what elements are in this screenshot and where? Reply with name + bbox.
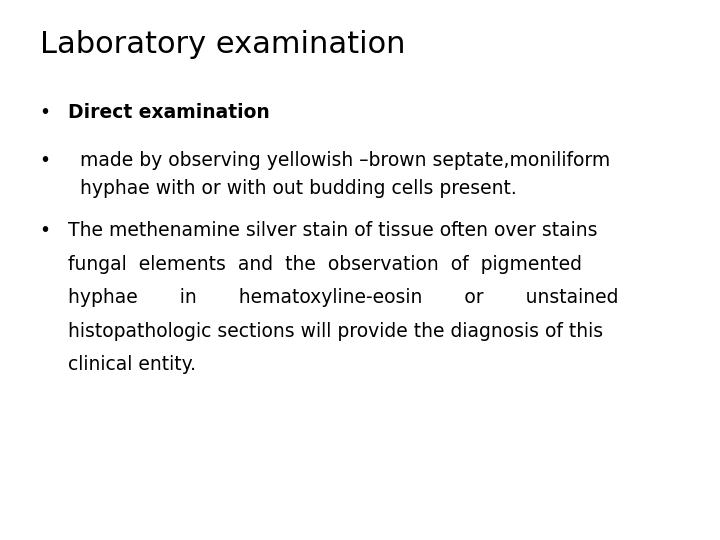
Text: •: • [40,221,50,240]
Text: histopathologic sections will provide the diagnosis of this: histopathologic sections will provide th… [68,322,603,341]
Text: hyphae       in       hematoxyline-eosin       or       unstained: hyphae in hematoxyline-eosin or unstaine… [68,288,619,307]
Text: The methenamine silver stain of tissue often over stains: The methenamine silver stain of tissue o… [68,221,598,240]
Text: clinical entity.: clinical entity. [68,355,197,374]
Text: hyphae with or with out budding cells present.: hyphae with or with out budding cells pr… [68,179,517,198]
Text: •: • [40,151,50,170]
Text: Direct examination: Direct examination [68,103,270,122]
Text: made by observing yellowish –brown septate,moniliform: made by observing yellowish –brown septa… [68,151,611,170]
Text: •: • [40,103,50,122]
Text: Laboratory examination: Laboratory examination [40,30,405,59]
Text: fungal  elements  and  the  observation  of  pigmented: fungal elements and the observation of p… [68,255,582,274]
